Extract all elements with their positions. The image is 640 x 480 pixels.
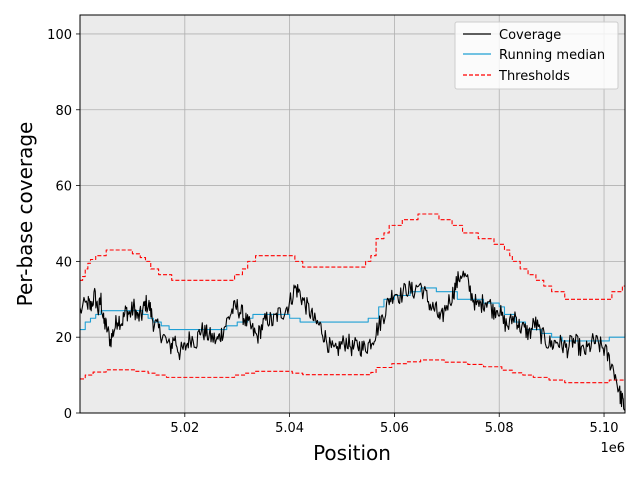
y-axis-title: Per-base coverage bbox=[13, 122, 37, 307]
series-coverage-line bbox=[79, 270, 626, 411]
x-tick-label: 5.10 bbox=[590, 421, 619, 436]
x-tick-label: 5.04 bbox=[275, 421, 304, 436]
legend-label-running-median: Running median bbox=[499, 48, 605, 63]
x-tick-label: 5.08 bbox=[485, 421, 514, 436]
series-thresholds-line bbox=[80, 359, 626, 384]
x-axis-offset-label: 1e6 bbox=[600, 441, 625, 456]
series-layer bbox=[79, 213, 626, 411]
y-tick-label: 40 bbox=[55, 255, 72, 270]
x-axis: 5.02 5.04 5.06 5.08 5.10 bbox=[170, 413, 619, 436]
x-tick-label: 5.06 bbox=[380, 421, 409, 436]
x-tick-label: 5.02 bbox=[170, 421, 199, 436]
legend-label-thresholds: Thresholds bbox=[498, 69, 570, 84]
x-axis-title: Position bbox=[313, 441, 391, 465]
series-thresholds-line bbox=[80, 213, 625, 300]
y-tick-label: 20 bbox=[55, 331, 72, 346]
legend-box bbox=[454, 21, 619, 90]
legend-label-coverage: Coverage bbox=[499, 28, 561, 43]
y-axis: 0 20 40 60 80 100 bbox=[47, 28, 80, 422]
legend: Coverage Running median Thresholds bbox=[454, 21, 619, 90]
plot-frame bbox=[79, 14, 626, 414]
y-tick-label: 60 bbox=[55, 180, 72, 195]
y-tick-label: 100 bbox=[47, 28, 72, 43]
y-tick-label: 80 bbox=[55, 104, 72, 119]
y-tick-label: 0 bbox=[64, 407, 72, 422]
